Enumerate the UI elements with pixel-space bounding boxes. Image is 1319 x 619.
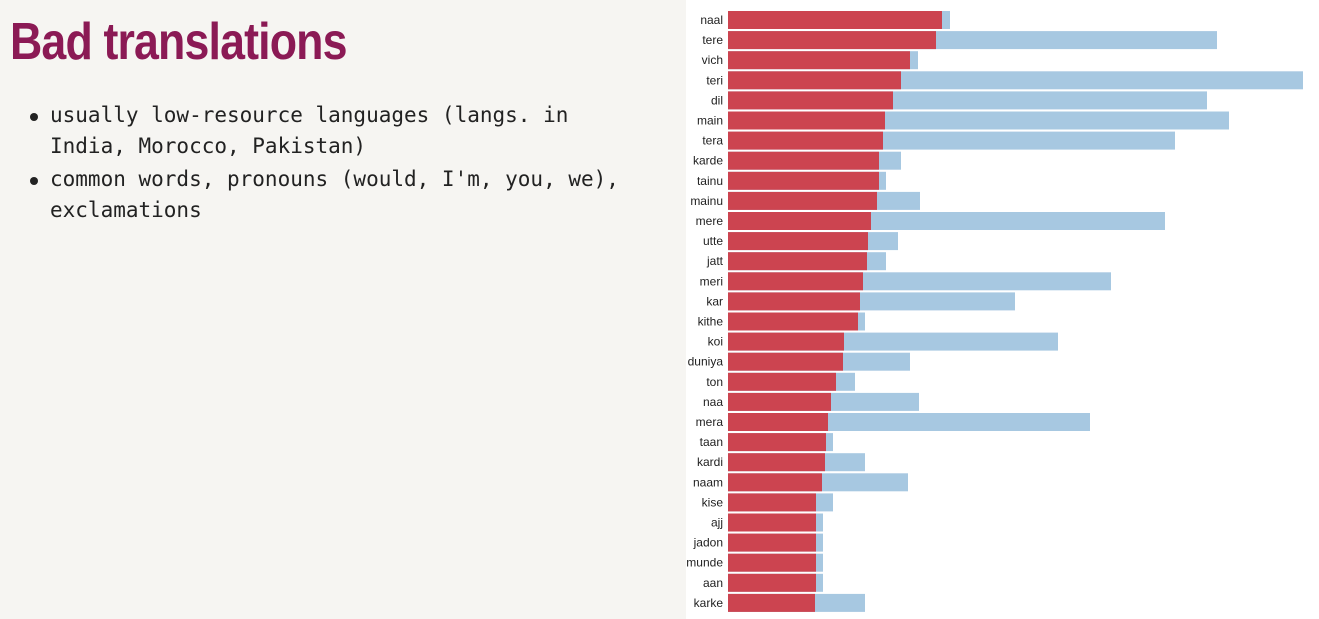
- category-label: vich: [702, 53, 723, 67]
- bullet-text: usually low-resource languages (langs. i…: [50, 103, 569, 158]
- bar-red-ajj: [728, 513, 816, 532]
- bar-red-tainu: [728, 171, 879, 190]
- category-label: karde: [693, 154, 723, 168]
- category-label: munde: [686, 556, 723, 570]
- bar-red-duniya: [728, 352, 843, 371]
- bar-red-vich: [728, 51, 910, 70]
- category-label: meri: [700, 274, 723, 288]
- bullet-item: common words, pronouns (would, I'm, you,…: [30, 164, 630, 226]
- category-label: kise: [702, 495, 724, 509]
- bar-red-mere: [728, 212, 871, 230]
- bar-red-teri: [728, 71, 901, 90]
- bar-red-taan: [728, 433, 826, 452]
- bullet-text: common words, pronouns (would, I'm, you,…: [50, 167, 619, 222]
- bar-red-kise: [728, 493, 816, 512]
- bar-red-ton: [728, 372, 836, 391]
- category-label: tera: [702, 134, 723, 148]
- category-label: duniya: [688, 355, 724, 369]
- category-label: main: [697, 114, 723, 128]
- bar-red-karde: [728, 151, 879, 170]
- bar-red-koi: [728, 332, 844, 351]
- category-label: mera: [696, 415, 724, 429]
- category-label: tainu: [697, 174, 723, 188]
- category-label: karke: [694, 596, 724, 610]
- category-label: jatt: [706, 254, 724, 268]
- bar-chart: naal tere vich teri dil main tera karde tainu mai…: [686, 11, 1303, 612]
- chart-panel: naal tere vich teri dil main tera karde tainu mai…: [686, 0, 1319, 619]
- category-label: teri: [706, 73, 723, 87]
- category-label: koi: [708, 335, 723, 349]
- category-label: kithe: [698, 315, 724, 329]
- category-label: taan: [700, 435, 723, 449]
- bar-red-aan: [728, 573, 816, 592]
- category-label: naal: [700, 13, 723, 27]
- category-label: jadon: [693, 536, 723, 550]
- bar-red-karke: [728, 593, 815, 612]
- bar-red-meri: [728, 272, 863, 291]
- category-label: kardi: [697, 455, 723, 469]
- bar-red-naa: [728, 392, 831, 411]
- bullet-list: usually low-resource languages (langs. i…: [30, 100, 630, 228]
- category-label: mainu: [690, 194, 723, 208]
- category-label: aan: [703, 576, 723, 590]
- bar-red-dil: [728, 91, 893, 110]
- slide-title: Bad translations: [10, 13, 347, 71]
- bar-red-mera: [728, 413, 828, 431]
- category-label: tere: [702, 33, 723, 47]
- bar-red-jadon: [728, 533, 816, 552]
- bullet-dot-icon: [30, 177, 38, 185]
- category-label: kar: [706, 294, 723, 308]
- category-label: ton: [706, 375, 723, 389]
- category-label: utte: [703, 234, 723, 248]
- bar-red-kithe: [728, 312, 858, 331]
- category-label: dil: [711, 93, 723, 107]
- bar-red-tera: [728, 131, 883, 150]
- bar-red-tere: [728, 31, 936, 50]
- category-label: naam: [693, 475, 723, 489]
- bar-red-naal: [728, 11, 942, 29]
- bullet-item: usually low-resource languages (langs. i…: [30, 100, 630, 162]
- bar-red-kardi: [728, 453, 825, 472]
- bar-red-naam: [728, 473, 822, 492]
- bar-red-mainu: [728, 191, 877, 210]
- bar-red-munde: [728, 553, 816, 572]
- bar-red-main: [728, 111, 885, 130]
- category-label: naa: [703, 395, 723, 409]
- category-label: mere: [696, 214, 724, 228]
- bar-red-utte: [728, 232, 868, 251]
- bullet-dot-icon: [30, 113, 38, 121]
- bar-red-jatt: [728, 252, 867, 271]
- category-label: ajj: [711, 516, 723, 530]
- bar-red-kar: [728, 292, 860, 311]
